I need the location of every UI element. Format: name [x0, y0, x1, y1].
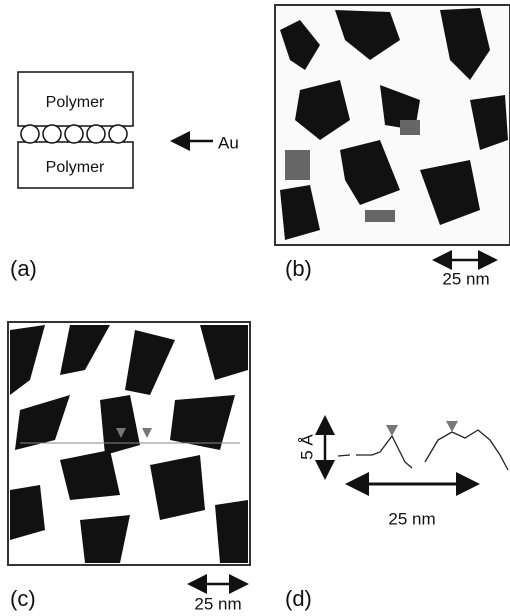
marker-label: Au [218, 133, 239, 152]
layer-label: Polymer [46, 159, 105, 176]
particle [109, 125, 127, 143]
particle [21, 125, 39, 143]
patch [365, 210, 395, 222]
patch [150, 455, 205, 520]
panel-d: 5 Å 25 nm (d) [285, 421, 508, 611]
layer-label: Polymer [46, 94, 105, 111]
particle [43, 125, 61, 143]
panel-c: (c) 25 nm [8, 322, 250, 613]
marker-triangle [446, 421, 458, 432]
panel-label: (b) [285, 256, 312, 281]
patch [400, 120, 420, 135]
patch [215, 500, 248, 563]
height-profile [338, 430, 508, 470]
figure: Polymer Polymer Au (a) (b) 25 nm [0, 0, 510, 616]
horizontal-scale-label: 25 nm [388, 509, 435, 528]
particle [65, 125, 83, 143]
marker-triangle [386, 425, 398, 436]
particle [87, 125, 105, 143]
panel-label: (a) [10, 256, 37, 281]
panel-label: (d) [285, 586, 312, 611]
scale-label: 25 nm [442, 269, 489, 288]
panel-a: Polymer Polymer Au (a) [10, 72, 239, 281]
scale-label: 25 nm [194, 594, 241, 613]
patch [285, 150, 310, 180]
panel-b: (b) 25 nm [275, 5, 510, 288]
gold-particles [21, 125, 127, 143]
panel-label: (c) [10, 586, 36, 611]
vertical-scale-label: 5 Å [297, 434, 316, 460]
